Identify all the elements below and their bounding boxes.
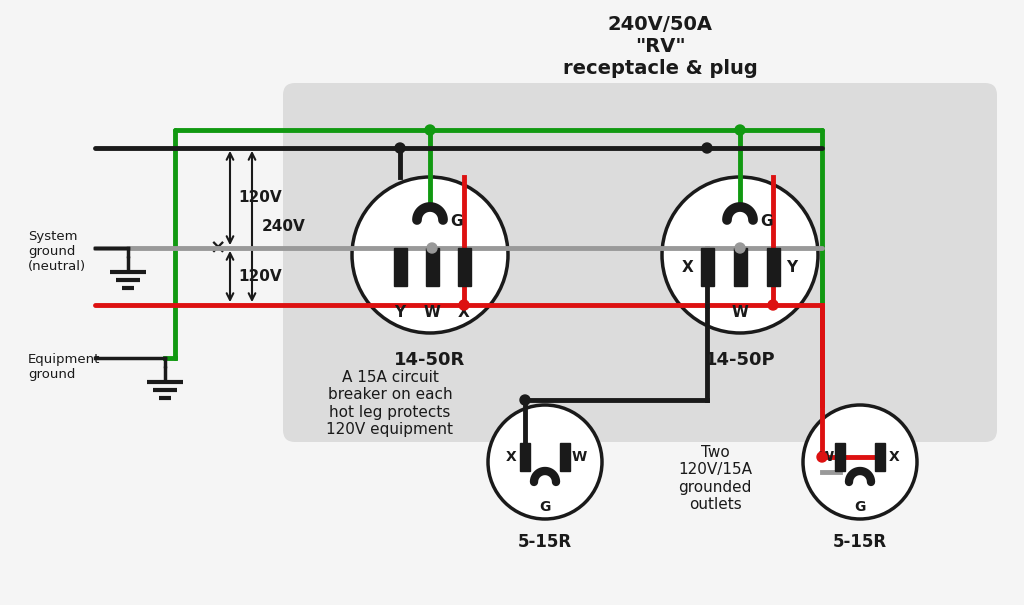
Text: A 15A circuit
breaker on each
hot leg protects
120V equipment: A 15A circuit breaker on each hot leg pr…: [327, 370, 454, 437]
Text: Y: Y: [786, 260, 798, 275]
Circle shape: [352, 177, 508, 333]
Text: Two
120V/15A
grounded
outlets: Two 120V/15A grounded outlets: [678, 445, 752, 512]
FancyBboxPatch shape: [283, 83, 997, 442]
Circle shape: [768, 300, 778, 310]
Text: W: W: [731, 305, 749, 320]
Text: G: G: [540, 500, 551, 514]
Text: G: G: [450, 215, 463, 229]
Text: X: X: [506, 450, 516, 464]
Text: 120V: 120V: [238, 269, 282, 284]
Text: Y: Y: [394, 305, 406, 320]
Bar: [700, 248, 714, 286]
Bar: [393, 248, 407, 286]
Bar: [560, 443, 570, 471]
Circle shape: [425, 125, 435, 135]
Bar: [835, 443, 845, 471]
Circle shape: [488, 405, 602, 519]
Text: System
ground
(neutral): System ground (neutral): [28, 230, 86, 273]
Text: 240V/50A
"RV"
receptacle & plug: 240V/50A "RV" receptacle & plug: [562, 15, 758, 78]
Circle shape: [459, 300, 469, 310]
Text: 5-15R: 5-15R: [833, 533, 887, 551]
Circle shape: [520, 395, 530, 405]
Text: X: X: [889, 450, 899, 464]
Text: 14-50R: 14-50R: [394, 351, 466, 369]
Bar: [767, 248, 779, 286]
Text: G: G: [854, 500, 865, 514]
Circle shape: [817, 452, 827, 462]
Bar: [426, 248, 438, 286]
Text: W: W: [818, 450, 834, 464]
Text: W: W: [571, 450, 587, 464]
Text: G: G: [760, 215, 772, 229]
Bar: [733, 248, 746, 286]
Text: X: X: [458, 305, 470, 320]
Bar: [520, 443, 530, 471]
Circle shape: [735, 243, 745, 253]
Bar: [458, 248, 470, 286]
Text: 120V: 120V: [238, 191, 282, 206]
Bar: [874, 443, 885, 471]
Text: X: X: [682, 260, 694, 275]
Circle shape: [702, 143, 712, 153]
Text: Equipment
ground: Equipment ground: [28, 353, 100, 381]
Text: ×: ×: [210, 238, 226, 258]
Circle shape: [662, 177, 818, 333]
Circle shape: [395, 143, 406, 153]
Circle shape: [803, 405, 918, 519]
Text: 240V: 240V: [262, 219, 306, 234]
Text: 5-15R: 5-15R: [518, 533, 572, 551]
Circle shape: [735, 125, 745, 135]
Text: 14-50P: 14-50P: [705, 351, 775, 369]
Circle shape: [427, 243, 437, 253]
Text: W: W: [424, 305, 440, 320]
